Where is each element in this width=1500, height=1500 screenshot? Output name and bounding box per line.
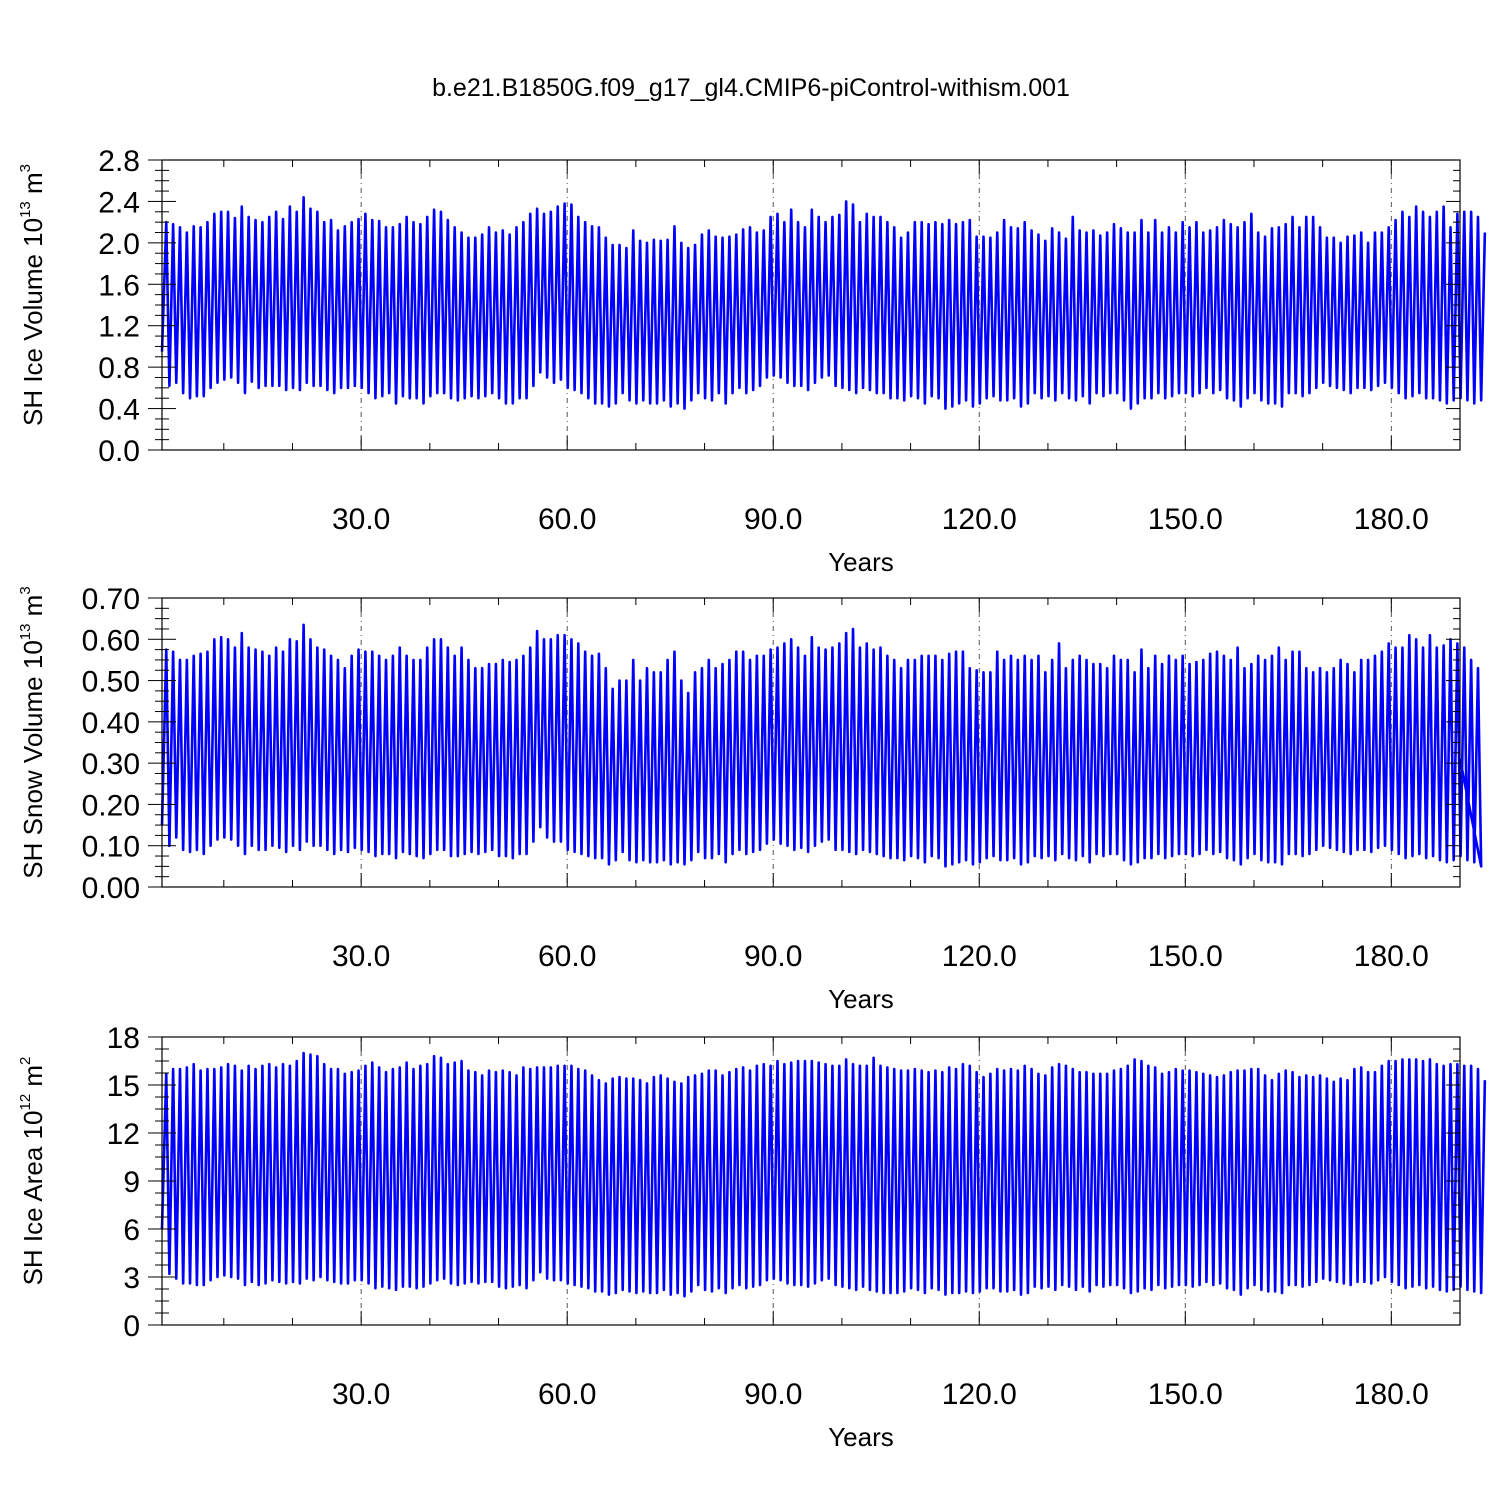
y-tick-label: 18 [107,1022,140,1055]
y-tick-label: 0.0 [98,435,140,468]
series-line [160,195,1487,410]
x-tick-label: 150.0 [1148,940,1223,973]
y-axis-label-exp: 13 [17,624,34,641]
x-tick-label: 180.0 [1354,1378,1429,1411]
y-tick-label: 15 [107,1070,140,1103]
y-tick-label: 0.60 [82,624,140,657]
y-tick-label: 2.4 [98,186,140,219]
y-axis-label-unit: m [18,172,48,201]
x-axis-label: Years [828,547,894,577]
y-axis-label-unit-exp: 3 [17,164,34,172]
series-line [160,623,1483,868]
y-tick-label: 9 [123,1166,140,1199]
y-axis-label: SH Snow Volume 1013 m3 [17,586,48,878]
x-tick-label: 90.0 [744,503,802,536]
panel-ice-volume: 30.0 60.0 90.0 120.0 150.0 180.0 0.0 0.4 0.8 1.2 1… [17,145,1487,577]
x-tick-label: 150.0 [1148,503,1223,536]
y-tick-label: 6 [123,1214,140,1247]
y-axis-label-text: SH Snow Volume 10 [18,640,48,878]
y-tick-label: 0.70 [82,583,140,616]
panel-ice-area: 30.0 60.0 90.0 120.0 150.0 180.0 0 3 6 9 12 15 18 Yea… [17,1022,1487,1452]
y-axis-label-text: SH Ice Volume 10 [18,218,48,426]
y-tick-label: 0.40 [82,707,140,740]
y-tick-label: 2.8 [98,145,140,178]
x-tick-label: 90.0 [744,1378,802,1411]
x-tick-label: 30.0 [332,1378,390,1411]
y-tick-label: 1.2 [98,311,140,344]
series-line [160,1051,1487,1298]
y-axis-label: SH Ice Area 1012 m2 [17,1057,48,1286]
y-tick-label: 0.8 [98,352,140,385]
x-tick-label: 180.0 [1354,940,1429,973]
y-tick-label: 2.0 [98,228,140,261]
x-tick-label: 60.0 [538,940,596,973]
x-tick-label: 120.0 [942,503,1017,536]
y-tick-label: 1.6 [98,269,140,302]
x-tick-label: 90.0 [744,940,802,973]
y-axis-label-unit-exp: 3 [17,586,34,594]
y-axis-label-unit: m [18,1065,48,1094]
y-tick-label: 0.50 [82,666,140,699]
x-axis-label: Years [828,1422,894,1452]
x-tick-label: 60.0 [538,1378,596,1411]
y-axis-label-exp: 13 [17,201,34,218]
x-tick-label: 120.0 [942,940,1017,973]
y-tick-label: 12 [107,1118,140,1151]
y-tick-label: 0.20 [82,789,140,822]
y-tick-label: 0.00 [82,872,140,905]
y-axis-label: SH Ice Volume 1013 m3 [17,164,48,426]
y-axis-label-unit-exp: 2 [17,1057,34,1065]
y-axis-label-exp: 12 [17,1094,34,1111]
y-tick-label: 0.30 [82,748,140,781]
y-axis-label-text: SH Ice Area 10 [18,1111,48,1286]
x-tick-label: 30.0 [332,503,390,536]
y-tick-label: 3 [123,1262,140,1295]
x-tick-label: 180.0 [1354,503,1429,536]
y-tick-label: 0 [123,1310,140,1343]
figure-title: b.e21.B1850G.f09_g17_gl4.CMIP6-piControl… [432,74,1070,102]
y-tick-label: 0.4 [98,394,140,427]
x-tick-label: 150.0 [1148,1378,1223,1411]
x-axis-label: Years [828,984,894,1014]
x-tick-label: 120.0 [942,1378,1017,1411]
panel-snow-volume: 30.0 60.0 90.0 120.0 150.0 180.0 0.00 0.10 0.20 0… [17,583,1483,1014]
x-tick-label: 30.0 [332,940,390,973]
y-tick-label: 0.10 [82,831,140,864]
y-axis-label-unit: m [18,595,48,624]
x-tick-label: 60.0 [538,503,596,536]
